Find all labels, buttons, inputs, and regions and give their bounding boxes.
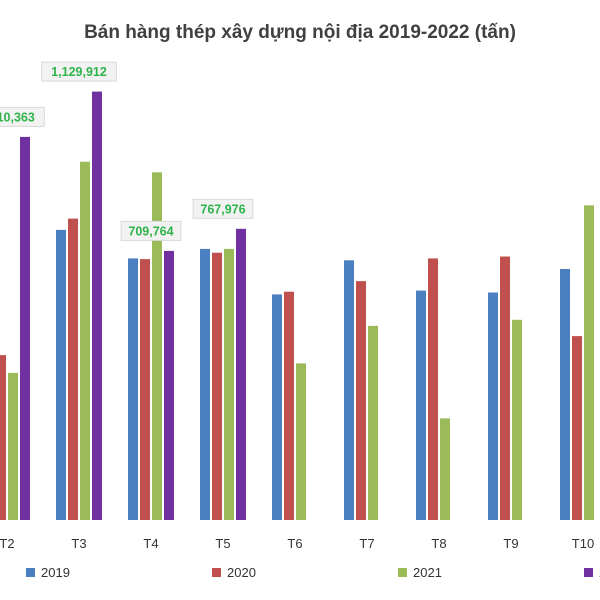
chart-title: Bán hàng thép xây dựng nội địa 2019-2022… [84,22,516,43]
x-tick-label-T7: T7 [359,536,374,551]
bar-2022-T4 [164,250,174,520]
legend-item-2019: 2019 [26,565,70,580]
data-label-box [41,61,117,82]
x-tick-label-T3: T3 [71,536,86,551]
bar-2021-T10 [584,205,594,521]
bar-2019-T9 [488,292,498,520]
x-tick-label-T8: T8 [431,536,446,551]
legend-item-2022: 2022 [584,565,600,580]
data-labels-layer: 1,010,363 1,129,912 709,764 767,976 [0,61,254,241]
legend-swatch [398,568,407,577]
x-tick-label-T4: T4 [143,536,158,551]
data-label-T4: 709,764 [120,220,182,241]
bar-2019-T10 [560,269,570,520]
bar-2020-T4 [140,259,150,520]
bar-2021-T6 [296,363,306,520]
bar-2020-T9 [500,256,510,520]
bar-2019-T8 [416,290,426,520]
bar-2021-T4 [152,172,162,521]
bar-2019-T3 [56,229,66,520]
bar-2020-T7 [356,281,366,520]
bar-2019-T5 [200,248,210,520]
data-label-text: 709,764 [128,224,173,238]
legend-swatch [212,568,221,577]
data-label-box [192,198,254,219]
x-tick-labels: T2 T3 T4 T5 T6 T7 T8 T9 T10 [0,536,594,551]
bars-layer [0,91,594,521]
x-tick-label-T9: T9 [503,536,518,551]
bar-2021-T8 [440,418,450,520]
bar-2019-T6 [272,294,282,520]
legend: 2019 2020 2021 2022 [26,565,600,580]
legend-label: 2020 [227,565,256,580]
legend-item-2021: 2021 [398,565,442,580]
data-label-box [120,220,182,241]
bar-2020-T8 [428,258,438,520]
bar-2019-T4 [128,258,138,520]
bar-2021-T7 [368,325,378,520]
bar-2020-T5 [212,252,222,520]
data-label-text: 767,976 [200,202,245,216]
bar-2022-T3 [92,91,102,520]
bar-2020-T3 [68,218,78,520]
legend-item-2020: 2020 [212,565,256,580]
x-tick-label-T10: T10 [572,536,594,551]
bar-2022-T2 [20,136,30,520]
bar-2022-T5 [236,228,246,521]
data-label-T2: 1,010,363 [0,106,45,127]
legend-label: 2021 [413,565,442,580]
data-label-box [0,106,45,127]
bar-2021-T9 [512,319,522,520]
bar-2019-T7 [344,260,354,520]
legend-swatch [26,568,35,577]
data-label-text: 1,010,363 [0,110,35,124]
x-tick-label-T2: T2 [0,536,15,551]
bar-2021-T3 [80,161,90,520]
bar-2021-T5 [224,248,234,520]
data-label-T3: 1,129,912 [41,61,117,82]
data-label-text: 1,129,912 [51,65,107,79]
bar-2020-T6 [284,291,294,520]
data-label-T5: 767,976 [192,198,254,219]
x-tick-label-T6: T6 [287,536,302,551]
bar-2020-T2 [0,355,6,520]
legend-label: 2019 [41,565,70,580]
bar-2021-T2 [8,372,18,520]
legend-swatch [584,568,593,577]
x-tick-label-T5: T5 [215,536,230,551]
bar-2020-T10 [572,336,582,520]
